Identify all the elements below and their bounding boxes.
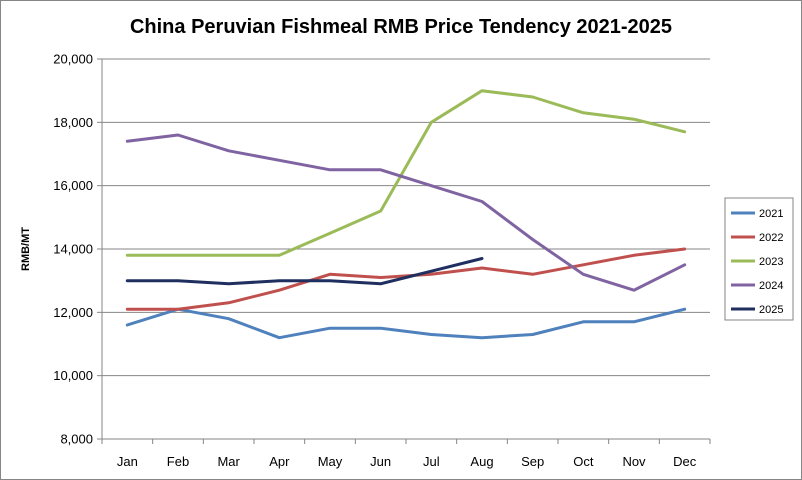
y-tick-label: 18,000 xyxy=(53,115,93,130)
x-tick-labels: Jan Feb Mar Apr May Jun Jul Aug Sep Oct Nov Dec xyxy=(117,454,697,469)
axes xyxy=(97,58,711,444)
x-tick-label: Aug xyxy=(470,454,493,469)
series-line-2021 xyxy=(125,307,687,340)
x-tick-label: May xyxy=(318,454,343,469)
legend-box xyxy=(724,197,794,321)
x-tick-label: Jun xyxy=(370,454,391,469)
legend-label-2023: 2023 xyxy=(759,256,783,268)
series-line-2025 xyxy=(125,257,484,286)
x-tick-label: Oct xyxy=(573,454,594,469)
gridlines xyxy=(102,58,710,377)
y-tick-label: 14,000 xyxy=(53,242,93,257)
x-tick-label: Sep xyxy=(521,454,544,469)
series-line-2022 xyxy=(125,247,687,311)
y-tick-labels: 8,000 10,000 12,000 14,000 16,000 18,000 20,00… xyxy=(53,52,93,447)
y-tick-label: 20,000 xyxy=(53,52,93,67)
series-lines xyxy=(125,89,687,340)
x-tick-label: Mar xyxy=(217,454,240,469)
legend: 2021 2022 2023 2024 2025 xyxy=(724,197,794,321)
x-tick-label: Dec xyxy=(673,454,697,469)
legend-label-2022: 2022 xyxy=(759,232,783,244)
x-tick-label: Jan xyxy=(117,454,138,469)
series-line-2023 xyxy=(125,89,687,257)
x-tick-label: Feb xyxy=(167,454,189,469)
y-tick-label: 12,000 xyxy=(53,305,93,320)
legend-label-2024: 2024 xyxy=(759,280,783,292)
chart-title: China Peruvian Fishmeal RMB Price Tenden… xyxy=(130,16,672,38)
y-tick-label: 16,000 xyxy=(53,178,93,193)
series-line-2024 xyxy=(125,133,687,292)
y-tick-label: 8,000 xyxy=(60,432,93,447)
legend-label-2025: 2025 xyxy=(759,304,783,316)
legend-label-2021: 2021 xyxy=(759,208,783,220)
x-tick-label: Apr xyxy=(269,454,290,469)
x-tick-label: Nov xyxy=(622,454,646,469)
y-axis-label: RMB/MT xyxy=(20,227,32,271)
y-tick-label: 10,000 xyxy=(53,368,93,383)
x-tick-label: Jul xyxy=(423,454,440,469)
